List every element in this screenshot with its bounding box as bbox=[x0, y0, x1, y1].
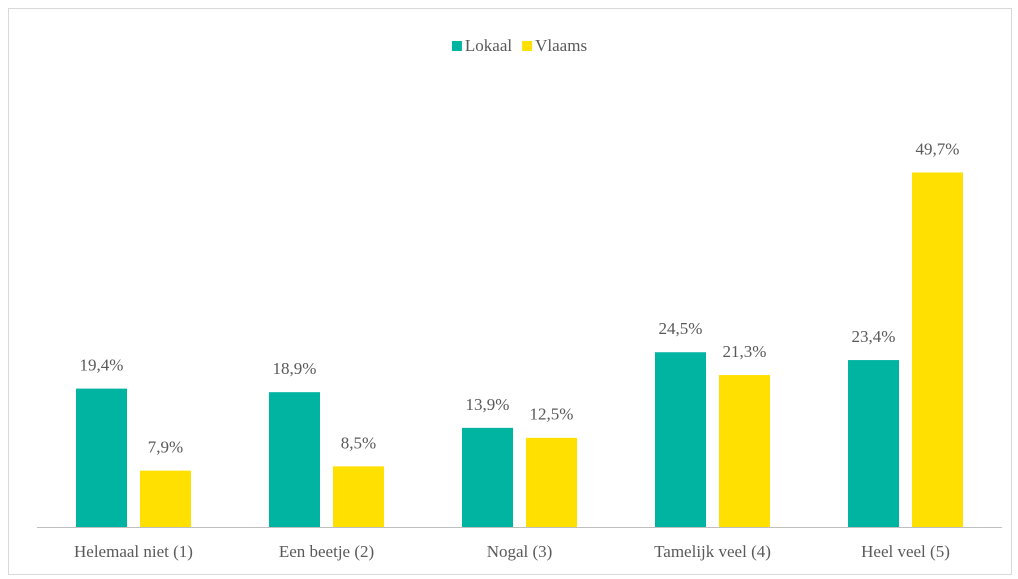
bar bbox=[269, 392, 320, 527]
data-label: 12,5% bbox=[530, 405, 574, 424]
bar bbox=[76, 388, 127, 527]
x-tick-label: Helemaal niet (1) bbox=[74, 542, 193, 561]
bar bbox=[462, 427, 513, 527]
x-tick-label: Een beetje (2) bbox=[279, 542, 374, 561]
legend-swatch bbox=[451, 41, 462, 51]
bar bbox=[140, 470, 191, 527]
bar bbox=[655, 352, 706, 527]
data-label: 8,5% bbox=[341, 433, 376, 452]
x-tick-label: Heel veel (5) bbox=[861, 542, 950, 561]
legend-swatch bbox=[522, 41, 533, 51]
bar bbox=[848, 360, 899, 527]
legend-label: Vlaams bbox=[535, 36, 587, 55]
data-label: 13,9% bbox=[466, 395, 510, 414]
data-label: 23,4% bbox=[852, 327, 896, 346]
bar bbox=[719, 375, 770, 527]
data-label: 49,7% bbox=[916, 139, 960, 158]
legend-label: Lokaal bbox=[465, 36, 512, 55]
bar bbox=[912, 172, 963, 527]
data-label: 19,4% bbox=[80, 356, 124, 375]
x-tick-label: Nogal (3) bbox=[487, 542, 553, 561]
data-label: 24,5% bbox=[659, 319, 703, 338]
bar bbox=[526, 437, 577, 527]
bar bbox=[333, 466, 384, 527]
data-label: 21,3% bbox=[723, 342, 767, 361]
data-label: 18,9% bbox=[273, 359, 317, 378]
data-label: 7,9% bbox=[148, 438, 183, 457]
x-tick-label: Tamelijk veel (4) bbox=[654, 542, 771, 561]
legend: Lokaal Vlaams bbox=[451, 36, 587, 55]
